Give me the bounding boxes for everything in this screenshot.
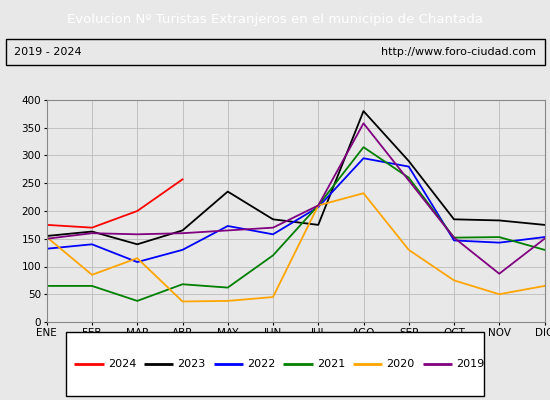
Text: 2021: 2021 — [317, 359, 345, 369]
Text: Evolucion Nº Turistas Extranjeros en el municipio de Chantada: Evolucion Nº Turistas Extranjeros en el … — [67, 12, 483, 26]
Text: 2019: 2019 — [456, 359, 485, 369]
Text: 2022: 2022 — [247, 359, 276, 369]
Text: 2019 - 2024: 2019 - 2024 — [14, 47, 81, 57]
Text: 2024: 2024 — [108, 359, 136, 369]
Text: 2023: 2023 — [178, 359, 206, 369]
Text: 2020: 2020 — [387, 359, 415, 369]
Text: http://www.foro-ciudad.com: http://www.foro-ciudad.com — [381, 47, 536, 57]
